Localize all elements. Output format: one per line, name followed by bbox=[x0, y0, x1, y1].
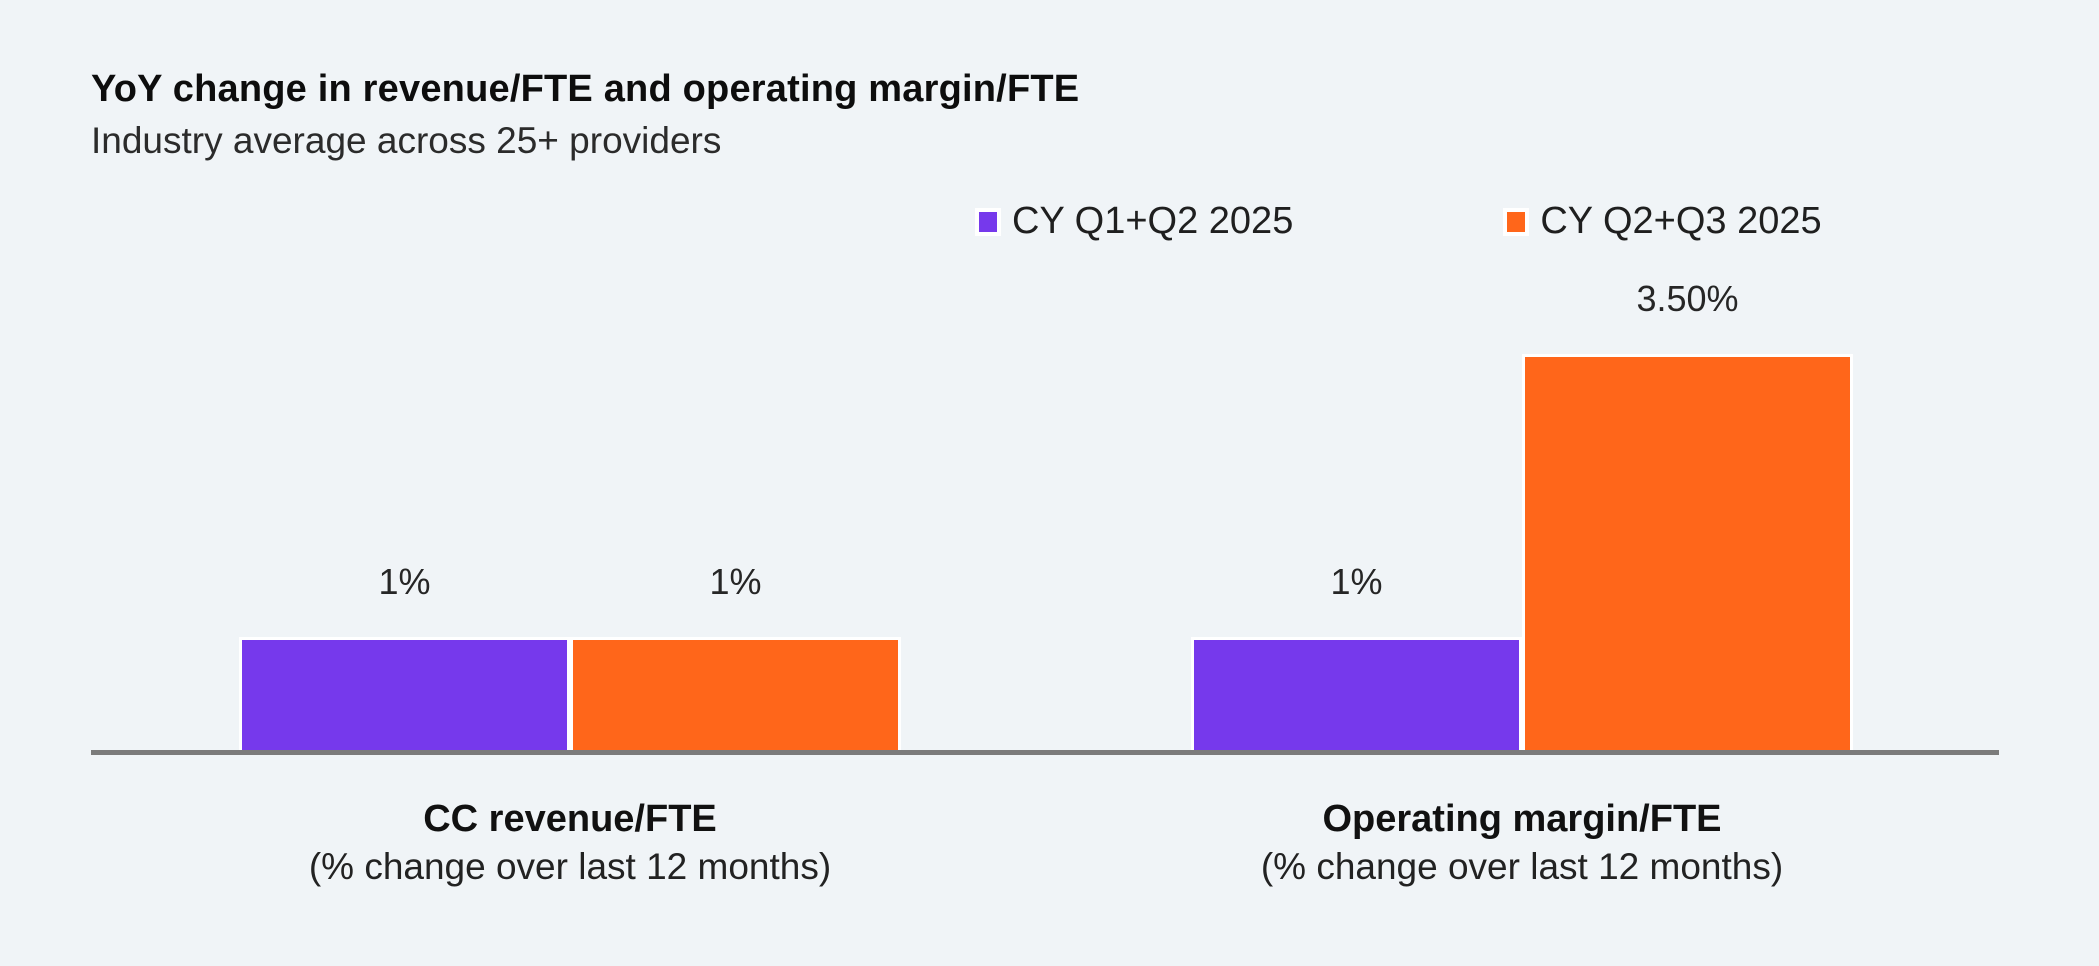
category-label-sub-operating-margin-fte: (% change over last 12 months) bbox=[1260, 846, 1784, 887]
category-label-cc-revenue-fte: CC revenue/FTE (% change over last 12 mon… bbox=[120, 795, 1020, 891]
chart-subtitle: Industry average across 25+ providers bbox=[91, 120, 722, 161]
bar-operating-margin-fte-cy-q1-q2-2025 bbox=[1191, 637, 1522, 750]
bar-cc-revenue-fte-cy-q1-q2-2025 bbox=[239, 637, 570, 750]
bar-operating-margin-fte-cy-q2-q3-2025 bbox=[1522, 354, 1853, 750]
bar-cc-revenue-fte-cy-q2-q3-2025 bbox=[570, 637, 901, 750]
legend-label-1: CY Q2+Q3 2025 bbox=[1540, 200, 1822, 242]
value-label-cc-revenue-fte-cy-q1-q2-2025: 1% bbox=[378, 561, 431, 602]
value-label-cc-revenue-fte-cy-q2-q3-2025: 1% bbox=[709, 561, 762, 602]
legend-item-cy-q2-q3-2025: CY Q2+Q3 2025 bbox=[1503, 200, 1822, 243]
legend-swatch-icon-1 bbox=[1507, 211, 1526, 232]
x-axis-line bbox=[91, 750, 1999, 755]
legend-item-cy-q1-q2-2025: CY Q1+Q2 2025 bbox=[975, 200, 1293, 243]
legend-swatch-pad-0 bbox=[975, 207, 1001, 236]
chart-title: YoY change in revenue/FTE and operating … bbox=[91, 68, 1080, 110]
legend-swatch-pad-1 bbox=[1503, 207, 1530, 236]
category-label-sub-cc-revenue-fte: (% change over last 12 months) bbox=[308, 846, 832, 887]
legend: CY Q1+Q2 2025 CY Q2+Q3 2025 bbox=[975, 200, 1822, 243]
category-label-operating-margin-fte: Operating margin/FTE (% change over last … bbox=[1072, 795, 1972, 891]
value-label-operating-margin-fte-cy-q1-q2-2025: 1% bbox=[1330, 561, 1383, 602]
legend-swatch-icon-0 bbox=[979, 211, 997, 232]
category-label-main-cc-revenue-fte: CC revenue/FTE bbox=[423, 798, 717, 840]
category-label-main-operating-margin-fte: Operating margin/FTE bbox=[1322, 798, 1722, 840]
legend-label-0: CY Q1+Q2 2025 bbox=[1012, 200, 1294, 242]
value-label-operating-margin-fte-cy-q2-q3-2025: 3.50% bbox=[1636, 278, 1739, 319]
